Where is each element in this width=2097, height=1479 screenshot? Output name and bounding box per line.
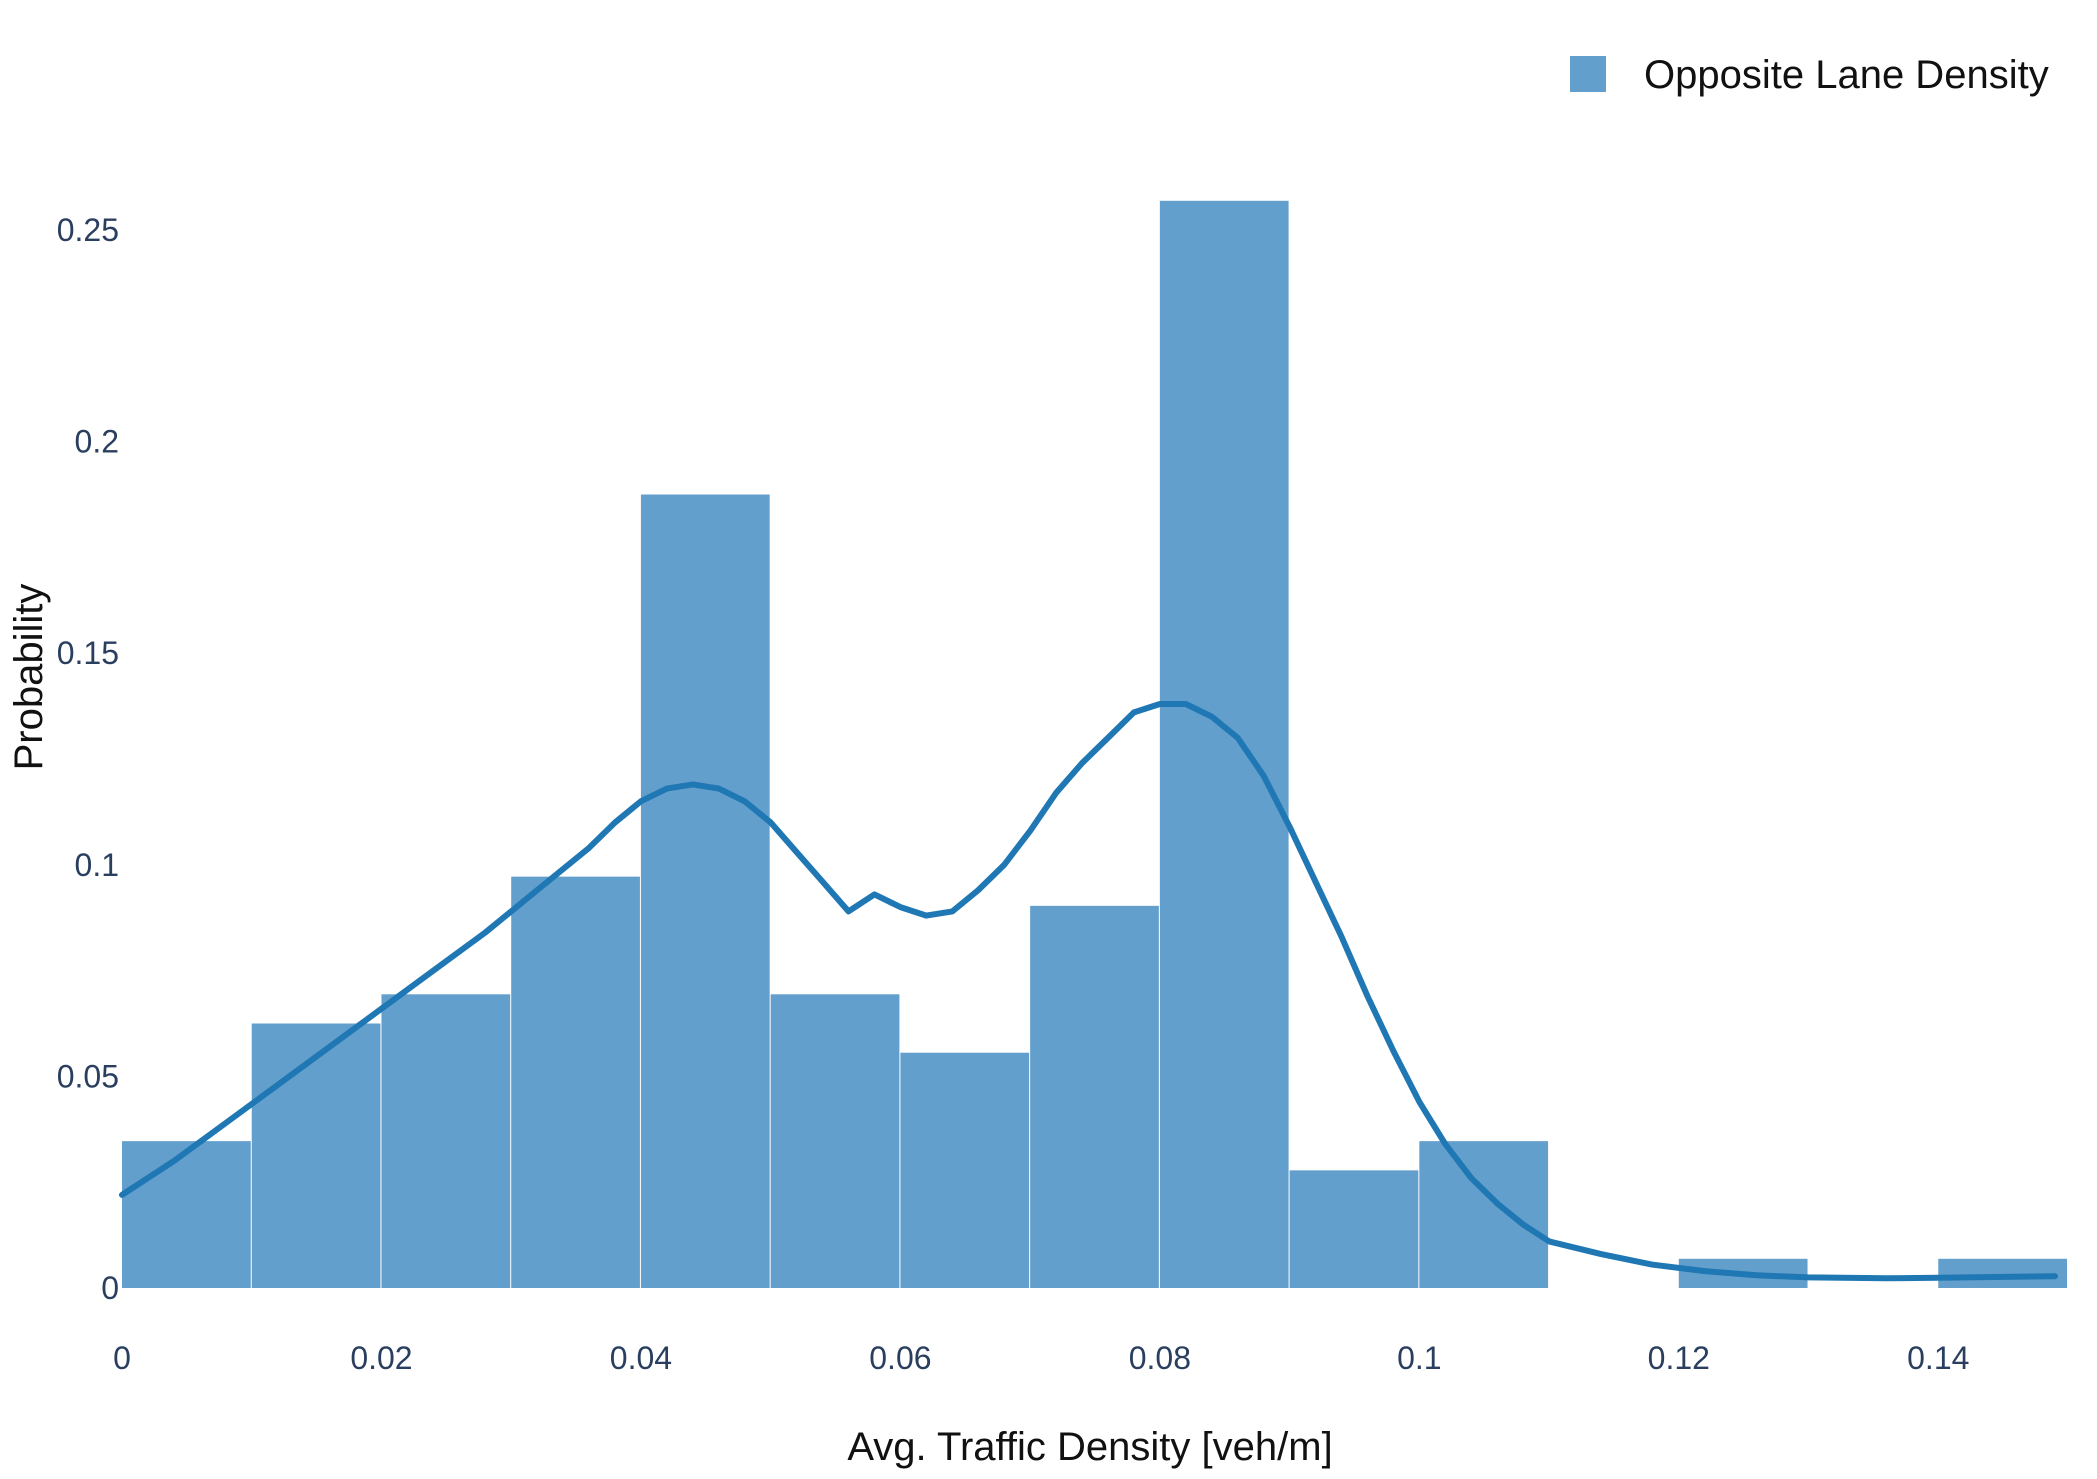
legend: Opposite Lane Density	[1570, 53, 2049, 97]
y-tick-label-3: 0.15	[57, 635, 119, 671]
y-tick-label-5: 0.25	[57, 212, 119, 248]
y-tick-label-2: 0.1	[75, 847, 119, 883]
y-tick-label-4: 0.2	[75, 424, 119, 460]
x-tick-label-7: 0.14	[1907, 1340, 1969, 1376]
x-tick-label-1: 0.02	[350, 1340, 412, 1376]
histogram-bar-7	[1030, 905, 1159, 1288]
y-tick-label-1: 0.05	[57, 1058, 119, 1094]
x-tick-label-3: 0.06	[869, 1340, 931, 1376]
y-axis-title: Probability	[7, 584, 51, 771]
histogram-bar-5	[770, 994, 900, 1288]
histogram-bar-6	[900, 1052, 1030, 1288]
x-axis-ticks: 0 0.02 0.04 0.06 0.08 0.1 0.12 0.14	[113, 1340, 1969, 1376]
x-tick-label-2: 0.04	[610, 1340, 672, 1376]
histogram-bar-9	[1289, 1170, 1419, 1288]
x-axis-title: Avg. Traffic Density [veh/m]	[847, 1425, 1332, 1469]
histogram-bar-0	[122, 1141, 251, 1288]
density-curve	[119, 701, 2058, 1282]
histogram-bar-2	[381, 994, 511, 1288]
x-tick-label-5: 0.1	[1397, 1340, 1441, 1376]
histogram-bar-4	[640, 494, 770, 1288]
x-tick-label-6: 0.12	[1648, 1340, 1710, 1376]
histogram-bar-3	[511, 876, 640, 1288]
histogram-bar-10	[1419, 1141, 1549, 1288]
y-axis-ticks: 0 0.05 0.1 0.15 0.2 0.25	[57, 212, 119, 1306]
histogram-bars	[122, 200, 2067, 1288]
x-tick-label-4: 0.08	[1129, 1340, 1191, 1376]
histogram-bar-1	[251, 1023, 381, 1288]
legend-label: Opposite Lane Density	[1644, 53, 2049, 97]
histogram-bar-8	[1159, 200, 1289, 1288]
x-tick-label-0: 0	[113, 1340, 131, 1376]
legend-swatch	[1570, 56, 1606, 92]
y-tick-label-0: 0	[101, 1270, 119, 1306]
